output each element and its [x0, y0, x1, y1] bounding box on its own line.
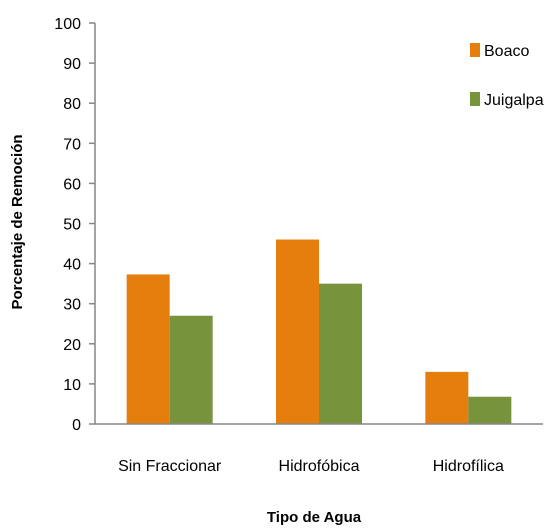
y-tick-label: 10	[63, 377, 81, 394]
y-tick-label: 40	[63, 257, 81, 274]
bar-juigalpa-1	[319, 283, 362, 424]
legend-label-boaco: Boaco	[484, 43, 529, 60]
bars	[126, 239, 512, 424]
y-tick-label: 60	[63, 176, 81, 193]
bar-juigalpa-0	[169, 315, 213, 424]
y-tick-label: 50	[63, 217, 81, 234]
y-tick-label: 80	[63, 96, 81, 113]
bar-juigalpa-2	[468, 396, 512, 424]
legend-swatch-boaco	[470, 43, 480, 57]
y-tick-label: 70	[63, 136, 81, 153]
y-axis-title: Porcentaje de Remoción	[9, 134, 26, 309]
x-category-label: Sin Fraccionar	[118, 458, 222, 475]
bar-boaco-0	[126, 274, 170, 424]
x-axis-category-labels: Sin Fraccionar Hidrofóbica Hidrofílica	[118, 458, 504, 475]
x-axis-title: Tipo de Agua	[267, 509, 362, 526]
y-axis-ticks: 0 10 20 30 40 50 60 70 80 90 100	[54, 16, 95, 434]
x-category-label: Hidrofílica	[433, 458, 504, 475]
y-tick-label: 90	[63, 56, 81, 73]
y-tick-label: 0	[72, 417, 81, 434]
bar-boaco-2	[425, 371, 469, 424]
bar-boaco-1	[276, 239, 319, 424]
legend: Boaco Juigalpa	[470, 43, 544, 109]
x-category-label: Hidrofóbica	[279, 458, 360, 475]
y-tick-label: 100	[54, 16, 81, 33]
y-tick-label: 20	[63, 337, 81, 354]
y-tick-label: 30	[63, 297, 81, 314]
legend-label-juigalpa: Juigalpa	[484, 92, 544, 109]
legend-swatch-juigalpa	[470, 92, 480, 106]
